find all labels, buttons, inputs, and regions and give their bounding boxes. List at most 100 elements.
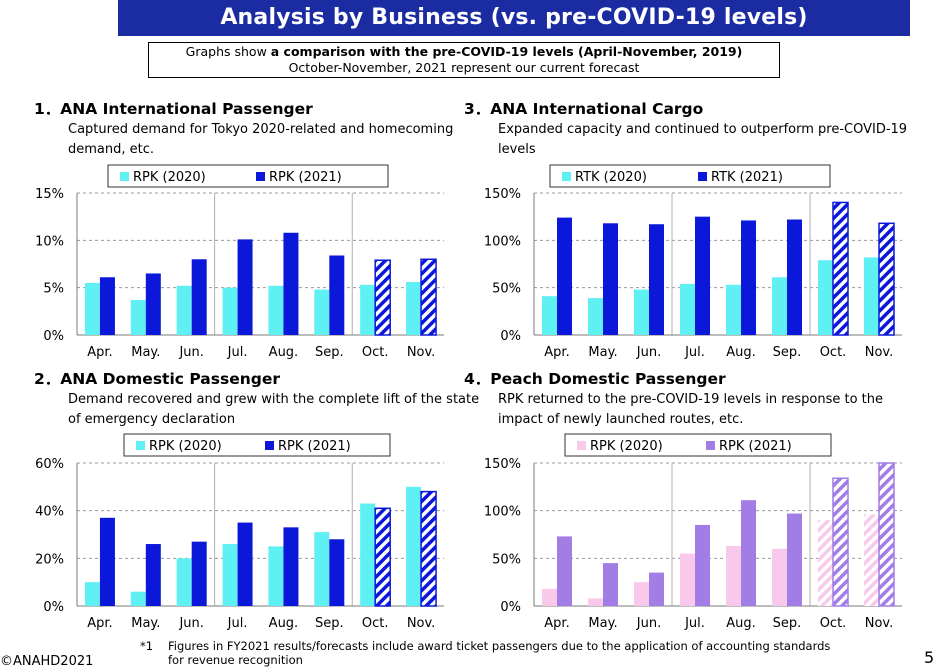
x-tick-label: Jun. <box>178 616 203 631</box>
legend-swatch <box>256 172 265 181</box>
note-prefix: Graphs show <box>185 44 271 59</box>
comparison-note-line2: October-November, 2021 represent our cur… <box>288 60 640 75</box>
legend-label: RPK (2020) <box>133 170 206 185</box>
x-tick-label: May. <box>588 616 617 631</box>
bar <box>283 232 299 335</box>
legend-swatch <box>698 172 707 181</box>
bar-forecast <box>818 260 833 335</box>
bar <box>649 572 664 606</box>
bar-forecast <box>864 257 879 335</box>
section-desc-ana-domestic-passenger: Demand recovered and grew with the compl… <box>68 392 480 427</box>
bar-forecast <box>864 514 879 606</box>
y-tick-label: 40% <box>35 505 64 520</box>
x-tick-label: Sep. <box>315 616 344 631</box>
x-tick-label: Oct. <box>820 616 847 631</box>
x-tick-label: Jul. <box>684 345 705 360</box>
y-tick-label: 0% <box>43 600 64 615</box>
bar <box>772 277 787 335</box>
bar <box>695 524 710 606</box>
y-tick-label: 20% <box>35 552 64 567</box>
bar <box>237 239 253 335</box>
bar <box>588 598 603 606</box>
x-tick-label: Sep. <box>773 616 802 631</box>
bar <box>603 223 618 335</box>
bar-forecast <box>360 284 376 335</box>
legend-swatch <box>265 441 274 450</box>
bar <box>787 219 802 335</box>
bar <box>634 289 649 335</box>
bar-forecast <box>818 520 833 606</box>
section-title-peach-domestic-passenger: 4．Peach Domestic Passenger <box>464 370 726 388</box>
footnote-line2: for revenue recognition <box>168 653 303 667</box>
y-tick-label: 15% <box>35 187 64 202</box>
x-tick-label: Aug. <box>269 616 299 631</box>
legend-label: RPK (2021) <box>269 170 342 185</box>
section-desc-ana-intl-passenger: Captured demand for Tokyo 2020-related a… <box>68 122 454 157</box>
section-title-ana-intl-passenger: 1．ANA International Passenger <box>34 100 313 118</box>
y-tick-label: 0% <box>500 329 521 344</box>
chart-ana-intl-cargo: 0% 50% 100% 150% Apr. May. Jun. Jul. Aug. Sep. Oct… <box>484 164 902 360</box>
bar <box>695 216 710 335</box>
legend-label: RPK (2021) <box>278 439 351 454</box>
x-tick-label: Aug. <box>726 616 756 631</box>
y-tick-label: 150% <box>484 457 521 472</box>
y-tick-label: 100% <box>484 505 521 520</box>
x-tick-label: Jun. <box>636 616 661 631</box>
bar-forecast <box>420 258 437 336</box>
bar <box>588 298 603 335</box>
comparison-note-box: Graphs show a comparison with the pre-CO… <box>148 42 780 78</box>
bar <box>603 563 618 606</box>
bar <box>680 553 695 606</box>
bar <box>99 517 115 606</box>
bar <box>542 588 557 606</box>
bar <box>314 532 330 606</box>
x-tick-label: Jun. <box>636 345 661 360</box>
legend-label: RTK (2021) <box>711 170 783 185</box>
y-tick-label: 100% <box>484 234 521 249</box>
copyright: ©ANAHD2021 <box>0 654 94 669</box>
x-tick-label: May. <box>588 345 617 360</box>
bar <box>787 513 802 606</box>
bar-forecast <box>374 259 391 336</box>
x-tick-label: Sep. <box>315 345 344 360</box>
footnote-line1: *1 Figures in FY2021 results/forecasts in… <box>140 639 920 653</box>
page-number: 5 <box>924 648 935 667</box>
page-title-banner: Analysis by Business (vs. pre-COVID-19 l… <box>118 0 910 36</box>
y-tick-label: 50% <box>492 282 521 297</box>
x-tick-label: Aug. <box>269 345 299 360</box>
bar <box>268 546 284 606</box>
bar <box>191 541 207 606</box>
legend-swatch <box>706 441 715 450</box>
bar <box>176 285 192 335</box>
bar <box>557 217 572 335</box>
bar <box>145 273 161 335</box>
page-title: Analysis by Business (vs. pre-COVID-19 l… <box>220 5 808 30</box>
bar <box>741 220 756 335</box>
bar <box>557 536 572 606</box>
y-tick-label: 5% <box>43 282 64 297</box>
chart-peach-domestic-passenger: 0% 50% 100% 150% Apr. May. Jun. Jul. Aug. Sep. Oct… <box>484 433 902 631</box>
bar <box>329 255 345 335</box>
x-tick-label: Nov. <box>407 345 436 360</box>
x-tick-label: Sep. <box>773 345 802 360</box>
bar <box>237 522 253 606</box>
x-tick-label: Oct. <box>362 616 389 631</box>
legend-box <box>564 433 832 457</box>
x-tick-label: Aug. <box>726 345 756 360</box>
bar <box>191 259 207 335</box>
footnote-mark: *1 <box>140 639 154 653</box>
x-tick-label: May. <box>131 345 160 360</box>
comparison-note-line1: Graphs show a comparison with the pre-CO… <box>149 44 779 60</box>
y-tick-label: 10% <box>35 234 64 249</box>
bar-forecast <box>878 222 895 336</box>
bar <box>84 282 100 335</box>
section-desc-ana-intl-cargo: Expanded capacity and continued to outpe… <box>498 122 908 157</box>
bar <box>314 289 330 335</box>
legend-swatch <box>136 441 145 450</box>
bar <box>634 582 649 606</box>
bar <box>283 527 299 606</box>
bar <box>84 582 100 606</box>
chart-ana-intl-passenger: 0% 5% 10% 15% Apr. May. Jun. Jul. Aug. Sep. Oct. No… <box>35 164 444 360</box>
y-tick-label: 0% <box>43 329 64 344</box>
